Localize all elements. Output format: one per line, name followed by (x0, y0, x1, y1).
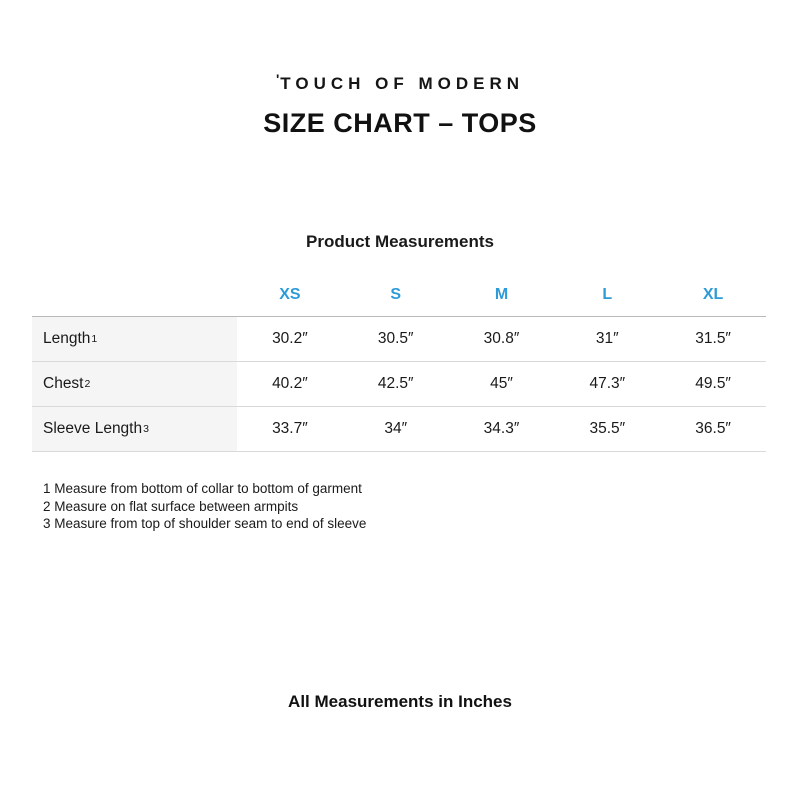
row-label-sleeve-length: Sleeve Length 3 (32, 407, 237, 451)
cell-chest-s: 42.5″ (377, 375, 414, 392)
table-row-chest: Chest 2 40.2″ 42.5″ 45″ 47.3″ 49.5″ (32, 362, 766, 407)
column-header-l: L (602, 286, 613, 303)
cell-length-s: 30.5″ (377, 330, 414, 347)
logo-tick-icon: ' (275, 71, 281, 87)
row-label-text: Sleeve Length (43, 420, 143, 437)
section-heading: Product Measurements (306, 232, 494, 251)
measurements-table: XS S M L XL Length 1 30.2″ 30.5″ 30.8″ 31… (32, 280, 766, 452)
cell-sleeve-s: 34″ (384, 420, 408, 437)
footnotes: 1 Measure from bottom of collar to botto… (43, 480, 366, 533)
brand-name: TOUCH OF MODERN (280, 74, 525, 93)
cell-chest-xl: 49.5″ (695, 375, 731, 392)
row-label-length: Length 1 (32, 317, 237, 361)
footnote-3: 3 Measure from top of shoulder seam to e… (43, 516, 367, 531)
table-row-sleeve-length: Sleeve Length 3 33.7″ 34″ 34.3″ 35.5″ 36.… (32, 407, 766, 452)
column-header-m: M (494, 286, 509, 303)
row-label-text: Chest (43, 375, 84, 392)
footer-note: All Measurements in Inches (288, 692, 512, 711)
table-header-row: XS S M L XL (32, 280, 766, 316)
column-header-s: S (390, 286, 402, 303)
table-row-length: Length 1 30.2″ 30.5″ 30.8″ 31″ 31.5″ (32, 316, 766, 362)
footnote-1: 1 Measure from bottom of collar to botto… (43, 481, 362, 496)
page-title: SIZE CHART – TOPS (263, 108, 537, 138)
cell-chest-l: 47.3″ (589, 375, 626, 392)
cell-sleeve-xs: 33.7″ (272, 420, 308, 437)
row-label-chest: Chest 2 (32, 362, 237, 406)
column-header-xl: XL (702, 286, 724, 303)
cell-sleeve-xl: 36.5″ (695, 420, 731, 437)
row-label-text: Length (43, 330, 91, 347)
column-header-xs: XS (279, 286, 301, 303)
cell-length-m: 30.8″ (483, 330, 520, 347)
cell-sleeve-l: 35.5″ (589, 420, 626, 437)
footnote-2: 2 Measure on flat surface between armpit… (43, 498, 299, 514)
cell-chest-m: 45″ (490, 375, 513, 392)
brand-logo: 'TOUCH OF MODERN (0, 71, 800, 94)
cell-length-xs: 30.2″ (272, 330, 308, 347)
cell-length-l: 31″ (595, 330, 619, 347)
cell-length-xl: 31.5″ (695, 330, 731, 347)
cell-sleeve-m: 34.3″ (483, 420, 520, 437)
cell-chest-xs: 40.2″ (272, 375, 308, 392)
